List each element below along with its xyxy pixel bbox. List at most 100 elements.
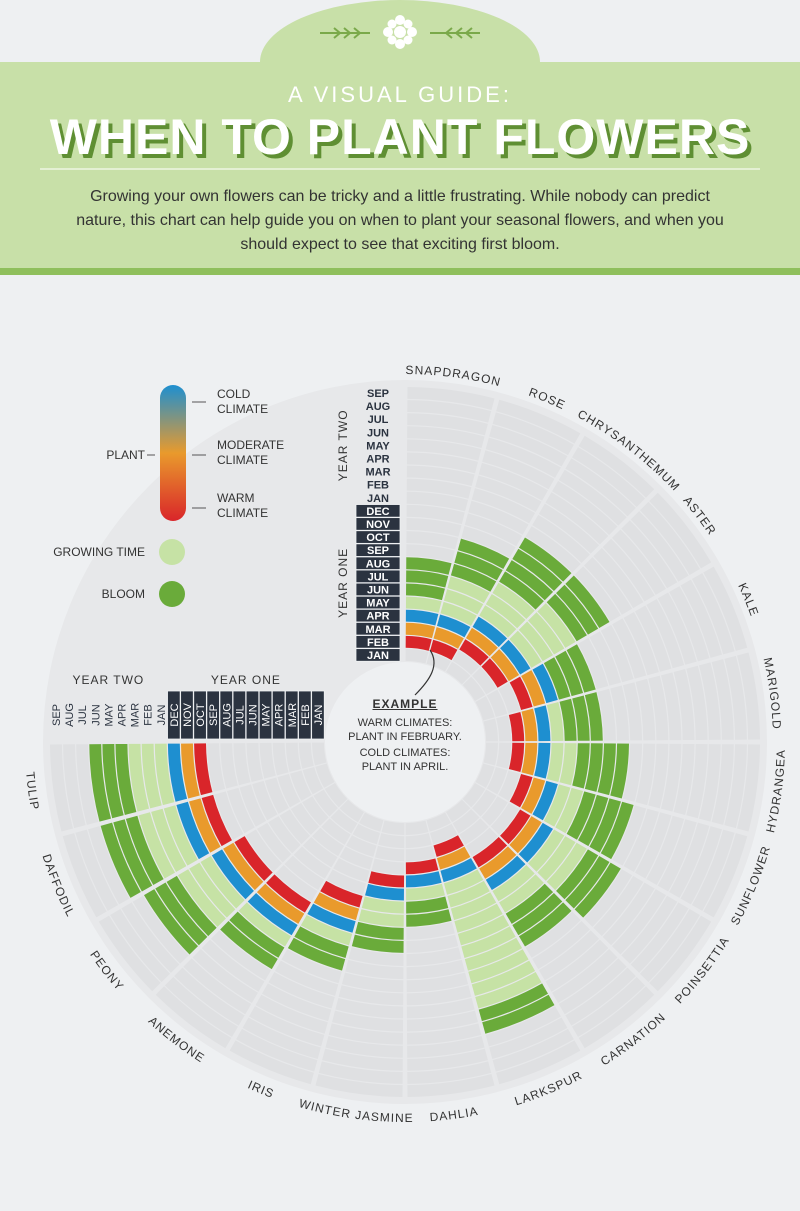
month-box <box>298 690 312 740</box>
growing-cell <box>450 892 497 921</box>
empty-cell <box>465 827 498 857</box>
month-label: MAR <box>287 703 299 728</box>
bloom-cell <box>505 883 554 924</box>
header-band <box>0 62 800 268</box>
empty-cell <box>318 1061 403 1084</box>
bloom-cell <box>584 692 603 741</box>
empty-cell <box>207 743 226 792</box>
month-box <box>355 530 401 544</box>
empty-cell <box>737 652 760 740</box>
empty-cell <box>272 742 289 776</box>
empty-cell <box>481 796 508 826</box>
empty-cell <box>256 822 292 863</box>
empty-cell <box>339 799 364 823</box>
plant-cell <box>405 609 439 626</box>
growing-cell <box>443 589 484 615</box>
empty-cell <box>630 902 689 973</box>
month-rotated: JUN <box>245 690 260 740</box>
month-label: APR <box>274 704 286 727</box>
empty-cell <box>532 514 590 563</box>
plant-cell <box>459 639 489 666</box>
empty-cell <box>220 743 238 789</box>
empty-cell <box>378 833 405 849</box>
month-label: FEB <box>143 704 155 725</box>
growing-cell <box>443 869 484 895</box>
empty-cell <box>472 667 497 695</box>
bloom-cell <box>406 583 445 601</box>
empty-cell <box>259 742 276 779</box>
empty-cell <box>201 939 265 992</box>
empty-cell <box>498 683 520 714</box>
empty-cell <box>657 592 697 665</box>
growing-cell <box>471 960 536 996</box>
month-label: APR <box>366 611 389 623</box>
month-box <box>355 608 401 623</box>
empty-cell <box>226 787 255 834</box>
month-rotated: MAR <box>285 690 299 740</box>
bloom-cell <box>355 921 404 940</box>
empty-cell <box>545 492 609 545</box>
empty-cell <box>657 819 697 892</box>
growing-cell <box>528 829 565 872</box>
plant-cell <box>532 780 558 821</box>
month-rotated: JUL <box>232 690 247 740</box>
month-box <box>167 690 181 740</box>
empty-cell <box>315 763 335 788</box>
growing-cell <box>154 743 175 806</box>
bloom-cell <box>518 902 572 947</box>
plant-cell <box>479 846 517 879</box>
empty-cell <box>407 1074 495 1097</box>
empty-cell <box>121 902 180 973</box>
growing-cell <box>492 865 535 902</box>
empty-cell <box>268 816 301 854</box>
month-label: APR <box>116 704 128 727</box>
bloom-cell <box>457 538 510 569</box>
flower-label-path: DAHLIA <box>429 1104 478 1124</box>
month-box <box>355 582 401 597</box>
month-label: SEP <box>367 388 389 400</box>
month-box <box>355 622 401 636</box>
month-label: SEP <box>51 704 63 726</box>
month-label: AUG <box>64 703 76 727</box>
plant-cell <box>201 794 232 847</box>
empty-cell <box>406 947 462 966</box>
empty-cell <box>302 767 324 795</box>
empty-cell <box>233 743 251 786</box>
empty-cell <box>525 911 581 958</box>
empty-cell <box>312 827 345 857</box>
empty-cell <box>236 1028 318 1072</box>
bloom-cell <box>572 743 590 789</box>
empty-cell <box>578 637 609 690</box>
growing-cell <box>300 915 353 946</box>
month-box <box>355 556 401 570</box>
month-box <box>285 690 299 740</box>
empty-cell <box>673 743 695 815</box>
empty-cell <box>472 789 497 817</box>
month-rotated: OCT <box>193 690 207 740</box>
empty-cell <box>496 399 581 444</box>
month-label: APR <box>366 453 389 465</box>
plant-cell <box>313 892 360 921</box>
empty-cell <box>492 1028 574 1072</box>
plant-cell <box>189 798 221 853</box>
month-rotated: JUL <box>77 705 89 725</box>
bloom-cell <box>406 557 452 575</box>
empty-cell <box>302 837 338 868</box>
empty-cell <box>75 829 119 911</box>
empty-cell <box>313 789 338 817</box>
month-box <box>245 690 260 740</box>
empty-cell <box>322 1048 403 1071</box>
month-label: AUG <box>366 558 390 570</box>
empty-cell <box>76 744 99 825</box>
empty-cell <box>483 742 498 766</box>
month-box <box>180 690 194 740</box>
empty-cell <box>407 439 482 461</box>
empty-cell <box>475 696 495 721</box>
empty-cell <box>459 818 489 845</box>
month-box <box>232 690 247 740</box>
empty-cell <box>737 744 760 832</box>
bloom-cell <box>406 570 449 588</box>
bloom-cell <box>543 657 571 700</box>
legend-growing-swatch <box>159 539 185 565</box>
flower-label: HYDRANGEA <box>763 749 788 834</box>
